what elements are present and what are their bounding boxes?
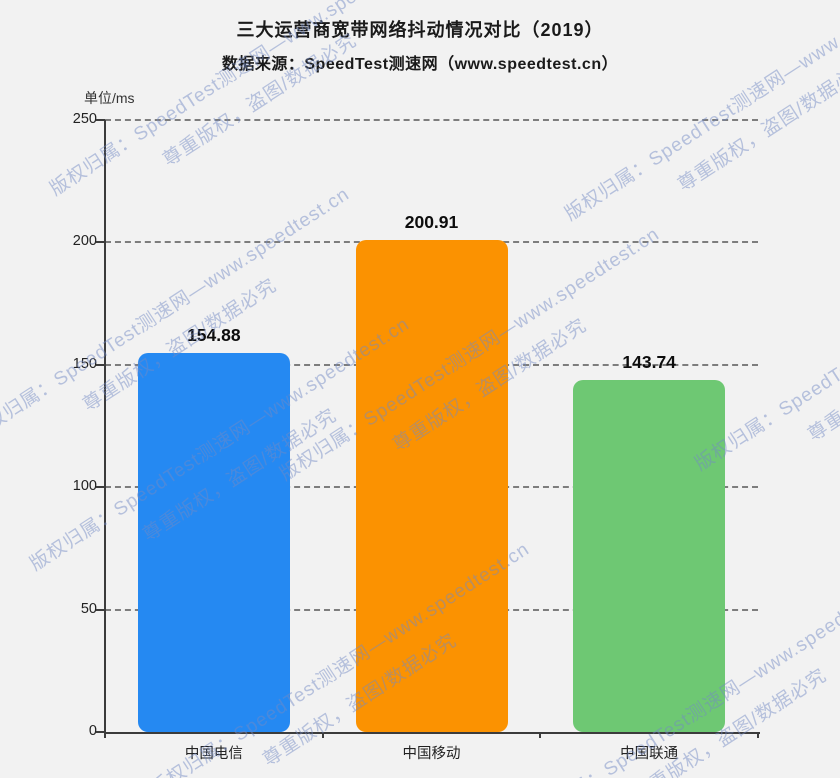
chart-subtitle: 数据来源：SpeedTest测速网（www.speedtest.cn） [221,56,619,73]
x-tick-1 [321,732,324,738]
x-category-label-中国联通: 中国联通 [620,746,679,762]
bar-中国联通 [573,380,726,732]
y-tick-label-100: 100 [72,478,97,495]
bar-中国移动 [355,240,508,732]
y-tick-150 [96,363,105,366]
y-tick-label-250: 250 [72,111,97,127]
y-tick-label-50: 50 [80,600,97,617]
bar-value-中国电信: 154.88 [187,324,241,345]
x-category-label-中国电信: 中国电信 [184,746,243,762]
y-tick-250 [96,119,105,121]
y-axis-line [104,120,106,734]
chart-title: 三大运营商宽带网络抖动情况对比（2019） [236,20,604,40]
y-tick-label-150: 150 [72,355,97,372]
x-axis-line [104,732,760,734]
y-tick-100 [96,486,105,489]
bar-value-中国联通: 143.74 [622,352,676,373]
gridline-y250 [105,119,758,121]
bar-中国电信 [137,352,290,732]
x-tick-3 [757,732,759,738]
x-category-label-中国移动: 中国移动 [402,746,461,762]
y-tick-50 [96,608,105,611]
bar-value-中国移动: 200.91 [404,212,459,233]
y-axis-unit-label: 单位/ms [84,90,135,106]
x-tick-2 [539,732,542,738]
plot-area: 154.88 200.91 143.74 [105,119,758,732]
y-tick-label-200: 200 [72,233,97,250]
y-tick-0 [96,731,105,733]
y-tick-200 [96,241,105,244]
y-tick-label-0: 0 [88,723,97,739]
x-tick-0 [104,732,106,738]
